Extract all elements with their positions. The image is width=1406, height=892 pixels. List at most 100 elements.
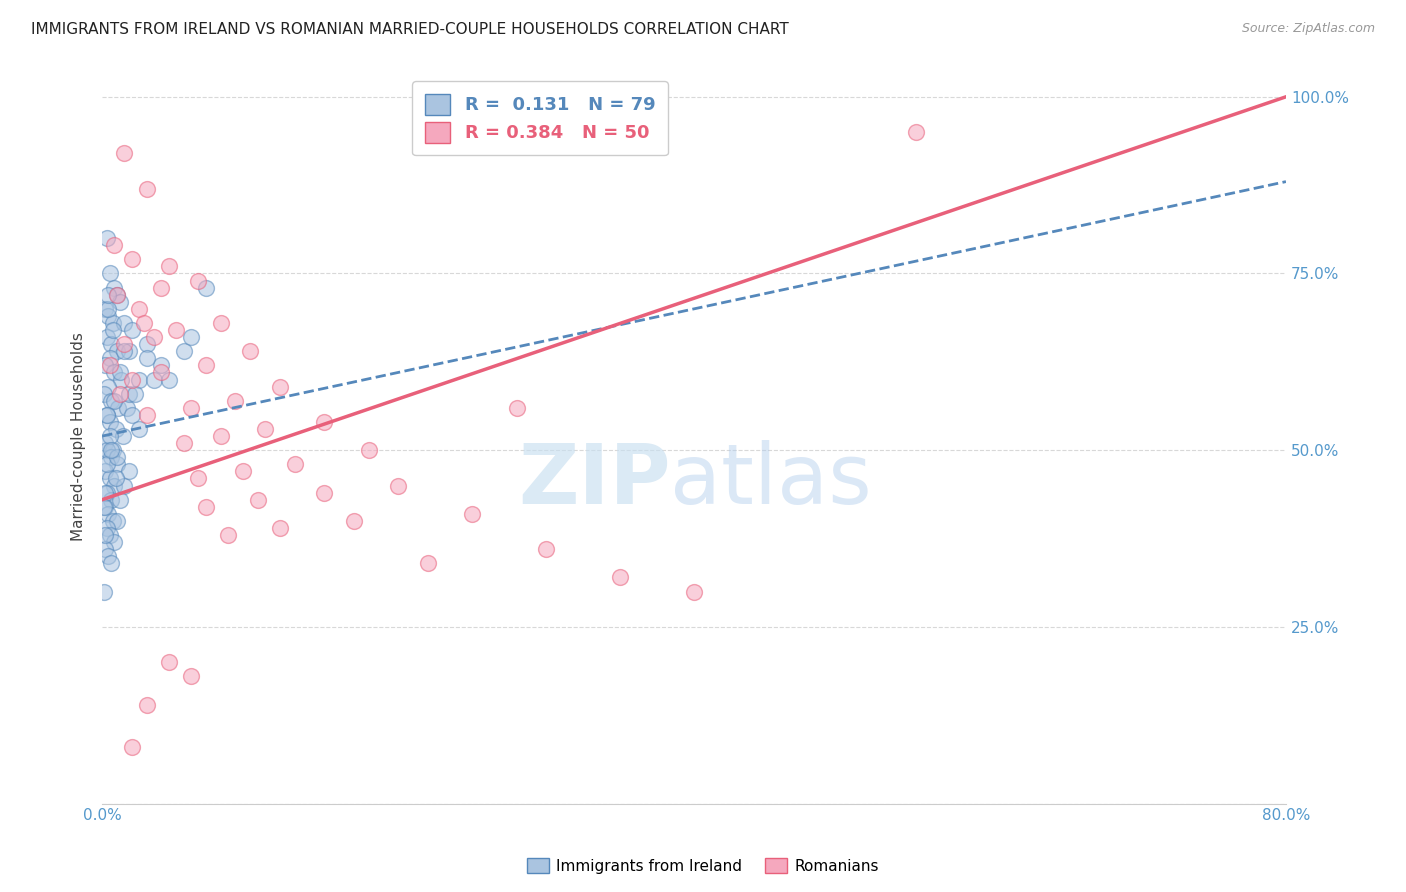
Point bbox=[128, 372, 150, 386]
Point bbox=[112, 146, 135, 161]
Point bbox=[105, 450, 128, 465]
Point bbox=[314, 485, 336, 500]
Point bbox=[118, 386, 141, 401]
Point bbox=[387, 478, 409, 492]
Point bbox=[121, 372, 143, 386]
Point bbox=[93, 584, 115, 599]
Point bbox=[98, 528, 121, 542]
Point bbox=[143, 372, 166, 386]
Point bbox=[194, 359, 217, 373]
Point bbox=[609, 570, 631, 584]
Point bbox=[111, 429, 134, 443]
Point bbox=[101, 514, 124, 528]
Point bbox=[187, 471, 209, 485]
Point bbox=[96, 458, 118, 472]
Point bbox=[269, 521, 291, 535]
Point bbox=[105, 344, 128, 359]
Point bbox=[173, 436, 195, 450]
Point bbox=[96, 443, 118, 458]
Point bbox=[101, 316, 124, 330]
Point bbox=[98, 359, 121, 373]
Point bbox=[128, 422, 150, 436]
Point bbox=[96, 408, 118, 422]
Point bbox=[101, 323, 124, 337]
Point bbox=[461, 507, 484, 521]
Point bbox=[100, 557, 122, 571]
Point bbox=[107, 401, 129, 415]
Point bbox=[135, 408, 157, 422]
Point bbox=[121, 740, 143, 755]
Point bbox=[110, 372, 132, 386]
Point bbox=[209, 316, 232, 330]
Point bbox=[121, 408, 143, 422]
Point bbox=[224, 393, 246, 408]
Point bbox=[105, 458, 128, 472]
Point bbox=[150, 280, 173, 294]
Point bbox=[357, 443, 380, 458]
Text: Source: ZipAtlas.com: Source: ZipAtlas.com bbox=[1241, 22, 1375, 36]
Point bbox=[100, 492, 122, 507]
Point bbox=[108, 294, 131, 309]
Point bbox=[121, 252, 143, 267]
Point bbox=[150, 366, 173, 380]
Point bbox=[284, 458, 307, 472]
Point bbox=[98, 415, 121, 429]
Point bbox=[94, 464, 117, 478]
Point bbox=[103, 366, 125, 380]
Point bbox=[135, 351, 157, 366]
Point bbox=[94, 301, 117, 316]
Point bbox=[118, 344, 141, 359]
Point bbox=[98, 429, 121, 443]
Point bbox=[180, 669, 202, 683]
Point bbox=[121, 323, 143, 337]
Point bbox=[253, 422, 276, 436]
Point bbox=[104, 422, 127, 436]
Point bbox=[269, 379, 291, 393]
Point bbox=[104, 471, 127, 485]
Point bbox=[112, 337, 135, 351]
Point bbox=[314, 415, 336, 429]
Point bbox=[118, 464, 141, 478]
Point bbox=[135, 337, 157, 351]
Point bbox=[105, 514, 128, 528]
Point bbox=[150, 359, 173, 373]
Point bbox=[180, 330, 202, 344]
Point bbox=[180, 401, 202, 415]
Point bbox=[108, 366, 131, 380]
Point bbox=[100, 393, 122, 408]
Point bbox=[209, 429, 232, 443]
Point bbox=[97, 287, 120, 301]
Point bbox=[157, 260, 180, 274]
Point bbox=[97, 309, 120, 323]
Point bbox=[112, 478, 135, 492]
Point bbox=[135, 182, 157, 196]
Point bbox=[103, 478, 125, 492]
Point bbox=[97, 301, 120, 316]
Point bbox=[143, 330, 166, 344]
Point bbox=[124, 386, 146, 401]
Point bbox=[534, 542, 557, 557]
Point bbox=[98, 351, 121, 366]
Point bbox=[112, 344, 135, 359]
Point bbox=[108, 386, 131, 401]
Point bbox=[97, 507, 120, 521]
Y-axis label: Married-couple Households: Married-couple Households bbox=[72, 332, 86, 541]
Point bbox=[135, 698, 157, 712]
Point bbox=[93, 386, 115, 401]
Point bbox=[97, 549, 120, 564]
Point bbox=[105, 287, 128, 301]
Text: IMMIGRANTS FROM IRELAND VS ROMANIAN MARRIED-COUPLE HOUSEHOLDS CORRELATION CHART: IMMIGRANTS FROM IRELAND VS ROMANIAN MARR… bbox=[31, 22, 789, 37]
Point bbox=[157, 372, 180, 386]
Point bbox=[165, 323, 187, 337]
Point bbox=[94, 542, 117, 557]
Point bbox=[905, 125, 928, 139]
Point bbox=[94, 436, 117, 450]
Point bbox=[98, 471, 121, 485]
Point bbox=[232, 464, 254, 478]
Point bbox=[683, 584, 706, 599]
Point bbox=[132, 316, 155, 330]
Point bbox=[239, 344, 262, 359]
Point bbox=[100, 450, 122, 465]
Point bbox=[94, 485, 117, 500]
Point bbox=[128, 301, 150, 316]
